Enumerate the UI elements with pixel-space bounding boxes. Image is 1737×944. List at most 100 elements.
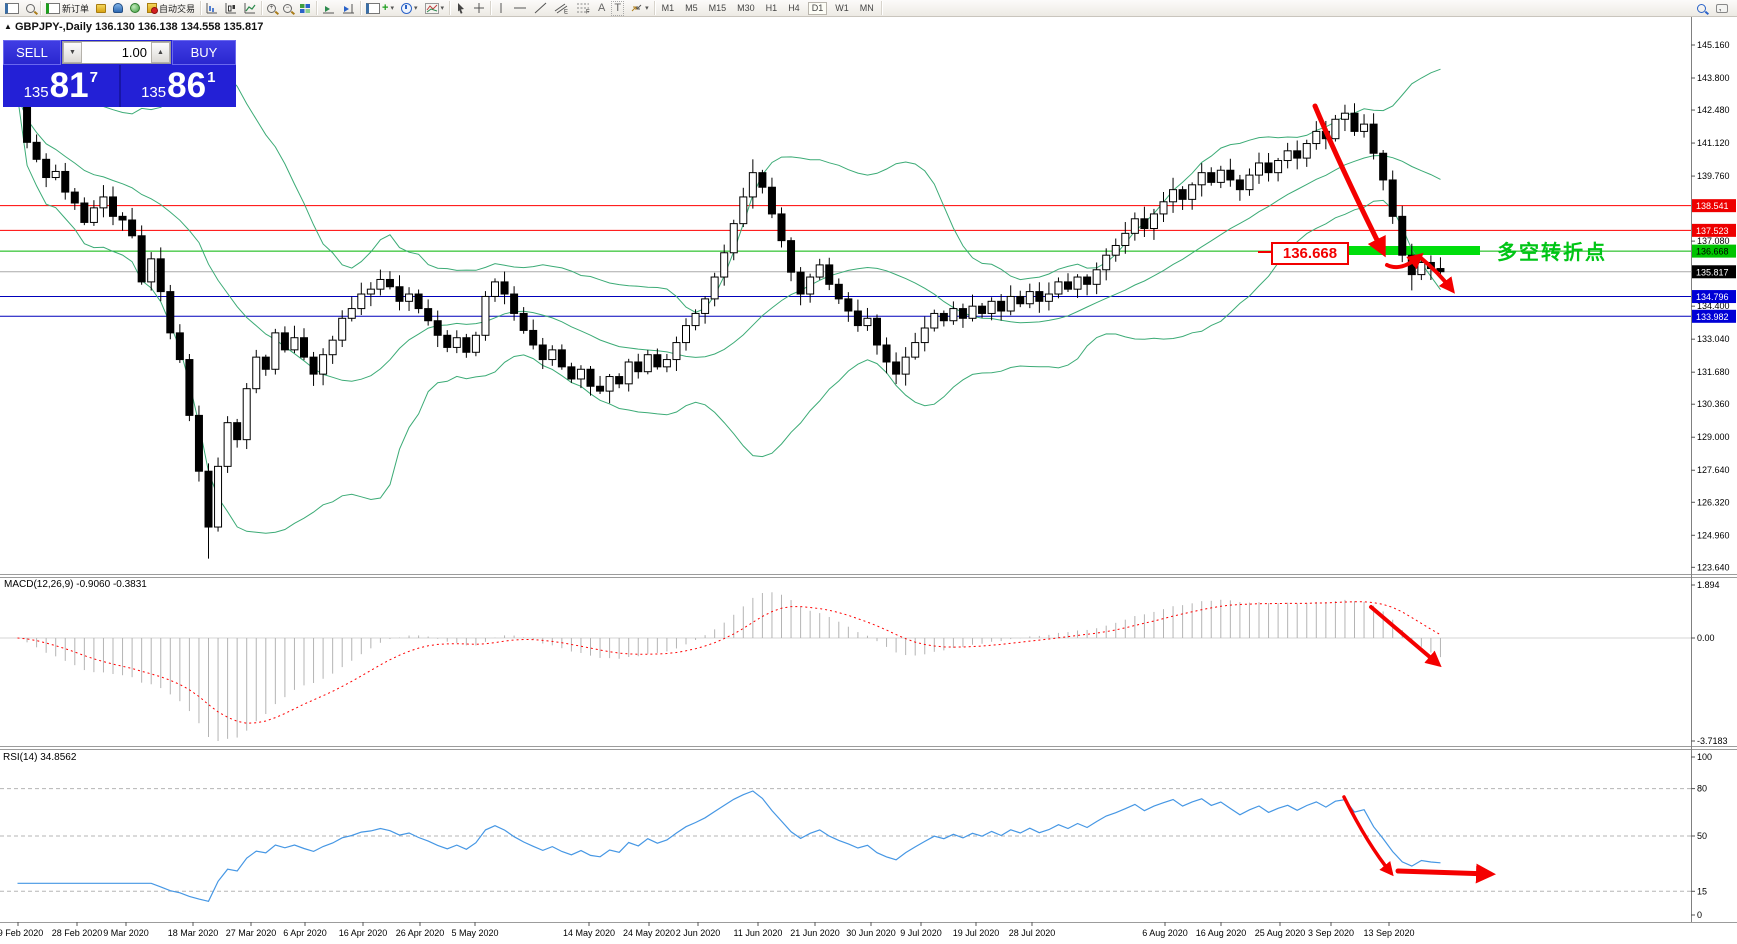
macd-axis: 1.894 0.00 -3.7183 [1691,580,1728,746]
profile-icon[interactable] [112,2,124,15]
tile-windows-icon[interactable] [298,2,312,15]
svg-text:134.796: 134.796 [1696,292,1729,302]
svg-text:136.668: 136.668 [1696,247,1729,257]
timeframe-button-D1[interactable]: D1 [807,1,828,15]
indicators-button[interactable]: + ▾ [365,2,395,15]
svg-text:21 Jun 2020: 21 Jun 2020 [790,928,840,938]
label-tool[interactable]: T [611,0,625,16]
new-order-button[interactable]: 新订单 [45,2,90,15]
bollinger-bands [17,56,1441,534]
svg-text:143.800: 143.800 [1697,73,1730,83]
search-icon[interactable] [1696,2,1707,15]
buy-price-prefix: 135 [141,84,167,101]
volume-value[interactable]: 1.00 [82,42,151,63]
symbol-name: GBPJPY-,Daily [14,21,93,33]
chart-window-icon[interactable] [4,2,20,15]
svg-text:14 May 2020: 14 May 2020 [563,928,615,938]
timeframe-button-H4[interactable]: H4 [788,3,800,13]
svg-text:11 Jun 2020: 11 Jun 2020 [734,928,783,938]
candlestick-chart-icon[interactable] [224,2,238,15]
rsi-axis: 100 80 50 15 0 [1691,752,1712,920]
timeframe-button-H1[interactable]: H1 [765,3,778,13]
svg-text:16 Aug 2020: 16 Aug 2020 [1196,928,1247,938]
line-chart-icon[interactable] [243,2,257,15]
crosshair-icon[interactable] [472,2,486,15]
timeframe-button-W1[interactable]: W1 [835,3,849,13]
one-click-trading-panel: SELL ▼ 1.00 ▲ BUY 135 81 7 135 86 1 [3,40,236,107]
level-connector [1258,251,1271,253]
svg-text:F: F [586,10,590,15]
svg-text:127.640: 127.640 [1697,465,1730,475]
arrows-tool[interactable]: ▾ [629,2,650,15]
level-price-label[interactable]: 136.668 [1271,242,1349,265]
svg-text:27 Mar 2020: 27 Mar 2020 [226,928,277,938]
svg-text:19 Jul 2020: 19 Jul 2020 [953,928,1000,938]
svg-text:0: 0 [1697,910,1702,920]
horizontal-line-tool[interactable] [512,2,528,15]
buy-button[interactable]: BUY [172,40,236,65]
buy-price[interactable]: 135 86 1 [121,65,237,107]
svg-text:129.000: 129.000 [1697,432,1730,442]
market-watch-icon[interactable] [95,2,107,15]
candlestick-series [13,56,1445,559]
timeframe-button-M5[interactable]: M5 [685,3,698,13]
zoom-out-icon[interactable]: − [282,2,293,15]
auto-trading-button[interactable]: 自动交易 [146,2,196,15]
find-symbol-icon[interactable] [25,2,36,15]
svg-text:18 Mar 2020: 18 Mar 2020 [168,928,219,938]
auto-scroll-icon[interactable] [321,2,336,15]
svg-text:131.680: 131.680 [1697,367,1730,377]
buy-price-big: 86 [167,66,207,105]
chart-shift-icon[interactable] [341,2,356,15]
sell-price-prefix: 135 [23,84,49,101]
toolbar-group-drawing: E F A T ▾ [491,0,655,16]
annotation-note[interactable]: 多空转折点 [1497,242,1607,264]
volume-up-button[interactable]: ▲ [151,42,170,63]
svg-text:126.320: 126.320 [1697,497,1730,507]
text-tool[interactable]: A [598,2,606,14]
svg-text:24 May 2020: 24 May 2020 [623,928,675,938]
bar-chart-icon[interactable] [205,2,219,15]
sell-price-big: 81 [49,66,89,105]
cursor-icon[interactable] [454,2,467,15]
toolbar-group-indicators: + ▾ ▾ ▾ [361,1,451,15]
svg-text:28 Feb 2020: 28 Feb 2020 [52,928,103,938]
chart-surface[interactable]: 145.160 143.800 142.480 141.120 139.760 137.0… [0,16,1737,944]
svg-text:124.960: 124.960 [1697,530,1730,540]
trendline-tool[interactable] [533,2,548,15]
svg-text:9 Mar 2020: 9 Mar 2020 [103,928,149,938]
svg-text:134.400: 134.400 [1697,301,1730,311]
svg-text:139.760: 139.760 [1697,171,1730,181]
svg-text:28 Jul 2020: 28 Jul 2020 [1009,928,1056,938]
toolbar-group-cursor [450,1,492,15]
svg-text:E: E [564,10,568,15]
equidistant-channel-tool[interactable]: E [553,2,570,15]
timeframe-button-M15[interactable]: M15 [708,3,727,13]
toolbar-group-scroll [317,1,362,15]
periods-button[interactable]: ▾ [400,2,419,15]
timeframe-button-MN[interactable]: MN [859,3,874,13]
sell-price-sup: 7 [89,69,98,86]
sell-price[interactable]: 135 81 7 [3,65,121,107]
svg-text:13 Sep 2020: 13 Sep 2020 [1363,928,1414,938]
fibonacci-tool[interactable]: F [575,2,592,15]
timeframe-button-M1[interactable]: M1 [661,3,675,13]
svg-text:100: 100 [1697,752,1712,762]
chat-icon[interactable] [1715,2,1729,15]
toolbar-group-trade: 新订单 自动交易 [41,1,202,15]
toolbar-group-window [0,1,41,15]
zoom-in-icon[interactable]: + [266,2,277,15]
timeframe-button-M30[interactable]: M30 [737,3,755,13]
signal-icon[interactable] [129,2,141,15]
svg-text:15: 15 [1697,886,1707,896]
chart-title: ▲ GBPJPY-,Daily 136.130 136.138 134.558 … [4,21,263,33]
vertical-line-tool[interactable] [495,2,507,15]
horizontal-level-lines [0,205,1691,317]
templates-button[interactable]: ▾ [424,2,446,15]
volume-down-button[interactable]: ▼ [63,42,82,63]
macd-pane [0,592,1691,741]
svg-text:25 Aug 2020: 25 Aug 2020 [1255,928,1306,938]
sell-button[interactable]: SELL [3,40,61,65]
